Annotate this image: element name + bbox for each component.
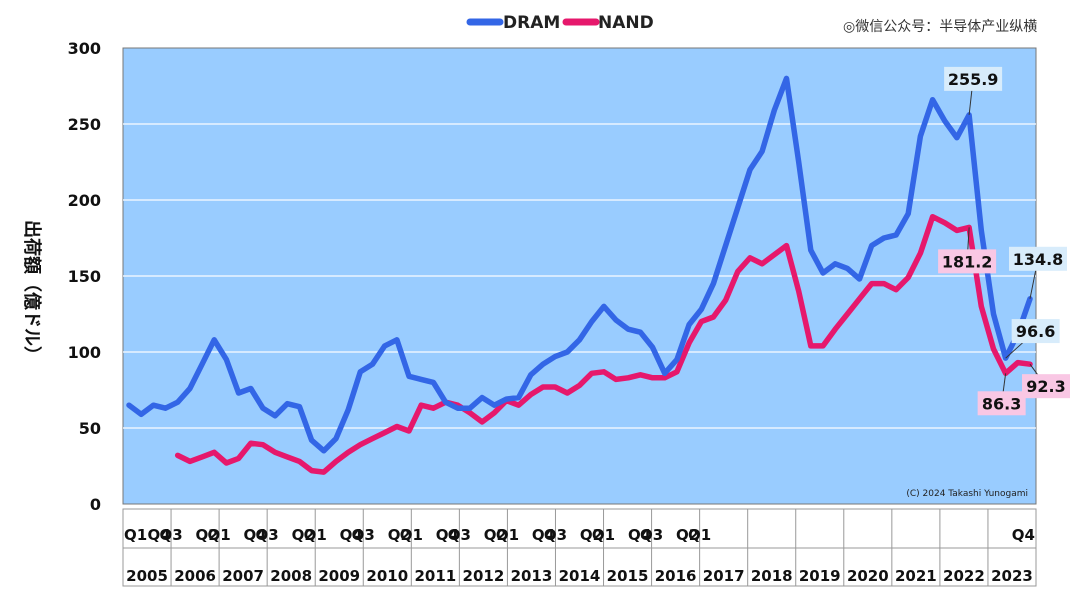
legend-dram-label: DRAM — [503, 13, 560, 33]
annotation-dram-96.6: 96.6 — [1005, 319, 1060, 359]
x-quarter-label: Q1 — [208, 526, 231, 544]
x-year-label: 2005 — [126, 567, 168, 585]
x-year-label: 2018 — [751, 567, 793, 585]
x-year-label: 2020 — [847, 567, 889, 585]
x-quarter-label: Q3 — [256, 526, 279, 544]
y-axis-label: 出荷額（億ドル） — [21, 220, 43, 364]
x-year-label: 2014 — [559, 567, 601, 585]
svg-text:181.2: 181.2 — [942, 252, 993, 271]
x-year-label: 2009 — [318, 567, 360, 585]
x-quarter-label: Q2 — [195, 526, 218, 544]
x-quarter-label: Q4 — [436, 526, 459, 544]
x-axis: 2005 2006 2007 2008 2009 2010 2011 2012 2013 2014… — [122, 508, 1037, 587]
x-quarter-label: Q3 — [159, 526, 182, 544]
x-quarter-label: Q4 — [628, 526, 651, 544]
x-year-label: 2013 — [511, 567, 553, 585]
x-year-label: 2015 — [607, 567, 649, 585]
svg-text:134.8: 134.8 — [1013, 250, 1064, 269]
x-quarter-label: Q4 — [532, 526, 555, 544]
y-tick-label: 150 — [68, 267, 101, 286]
svg-text:86.3: 86.3 — [982, 394, 1021, 413]
x-quarter-label: Q2 — [292, 526, 315, 544]
x-quarter-label: Q1 — [124, 526, 147, 544]
series-lines — [126, 75, 1033, 475]
x-year-label: 2012 — [463, 567, 505, 585]
x-year-label: 2022 — [943, 567, 985, 585]
series-line-dram — [126, 75, 1033, 454]
annotations: 255.9 96.6 134.8 181.2 86.3 92.3 — [938, 66, 1070, 416]
x-quarter-label: Q2 — [388, 526, 411, 544]
x-year-label: 2011 — [414, 567, 456, 585]
x-quarter-label: Q3 — [448, 526, 471, 544]
copyright-text: (C) 2024 Takashi Yunogami — [906, 489, 1028, 499]
x-quarter-label: Q1 — [304, 526, 327, 544]
x-year-label: 2010 — [366, 567, 408, 585]
svg-text:96.6: 96.6 — [1016, 322, 1055, 341]
x-year-label: 2017 — [703, 567, 745, 585]
y-tick-label: 100 — [68, 343, 101, 362]
y-tick-label: 300 — [68, 39, 101, 58]
svg-text:255.9: 255.9 — [948, 70, 999, 89]
series-line-nand — [174, 213, 1033, 475]
x-quarter-label: Q1 — [592, 526, 615, 544]
x-quarter-label: Q4 — [244, 526, 267, 544]
x-quarter-label: Q1 — [496, 526, 519, 544]
annotation-nand-92.3: 92.3 — [1022, 363, 1070, 399]
annotation-dram-255.9: 255.9 — [944, 66, 1003, 115]
legend-nand-label: NAND — [598, 13, 654, 33]
x-quarter-label: Q3 — [544, 526, 567, 544]
y-tick-label: 250 — [68, 115, 101, 134]
x-year-label: 2016 — [655, 567, 697, 585]
x-year-label: 2021 — [895, 567, 937, 585]
y-tick-label: 50 — [79, 419, 101, 438]
annotation-nand-86.3: 86.3 — [977, 373, 1026, 416]
x-quarter-label: Q1 — [688, 526, 711, 544]
x-year-label: 2006 — [174, 567, 216, 585]
y-tick-label: 200 — [68, 191, 101, 210]
x-year-label: 2019 — [799, 567, 841, 585]
y-tick-labels: 0 50 100 150 200 250 300 — [68, 39, 101, 514]
x-quarter-label: Q4 — [1012, 526, 1035, 544]
svg-text:92.3: 92.3 — [1026, 377, 1065, 396]
x-year-label: 2008 — [270, 567, 312, 585]
legend: DRAM NAND — [466, 13, 654, 33]
x-quarter-label: Q4 — [340, 526, 363, 544]
x-year-label: 2007 — [222, 567, 264, 585]
x-quarter-label: Q3 — [640, 526, 663, 544]
x-quarter-label: Q3 — [352, 526, 375, 544]
x-quarter-label: Q4 — [147, 526, 170, 544]
x-quarter-label: Q1 — [400, 526, 423, 544]
x-quarter-label: Q2 — [580, 526, 603, 544]
y-tick-label: 0 — [90, 495, 101, 514]
watermark-text: ◎微信公众号：半导体产业纵横 — [843, 19, 1037, 35]
x-year-label: 2023 — [991, 567, 1033, 585]
gridlines — [123, 123, 1036, 429]
annotation-dram-134.8: 134.8 — [1009, 246, 1067, 299]
x-quarter-label: Q2 — [676, 526, 699, 544]
annotation-nand-181.2: 181.2 — [938, 227, 997, 274]
x-quarter-label: Q2 — [484, 526, 507, 544]
